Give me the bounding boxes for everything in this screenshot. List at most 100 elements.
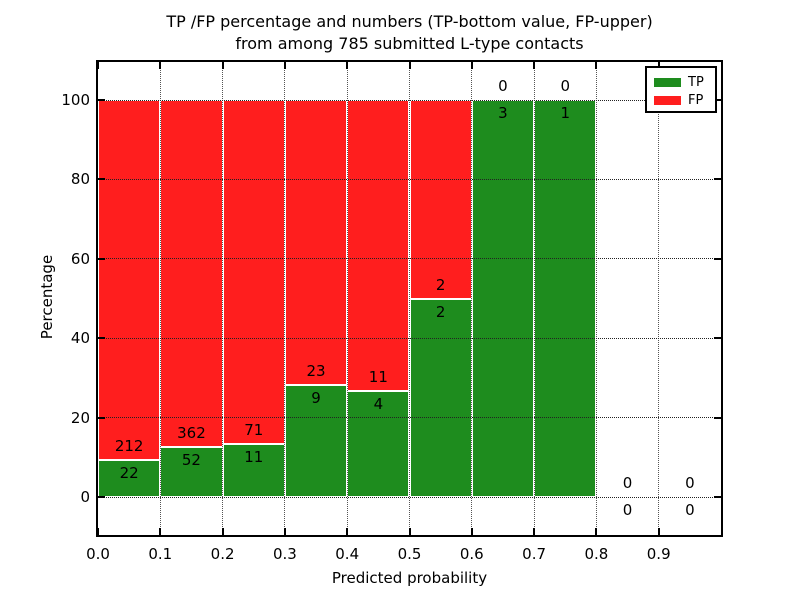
x-tick-bottom [97, 528, 99, 535]
y-tick-left [98, 178, 105, 181]
gridline-horizontal [98, 417, 721, 419]
y-tick-label: 0 [80, 488, 90, 506]
bar-segment-fp [160, 100, 223, 448]
x-tick-label: 0.5 [397, 545, 422, 563]
x-tick-label: 0.7 [522, 545, 547, 563]
gridline-horizontal [98, 258, 721, 260]
tp-count-label: 2 [435, 302, 446, 321]
y-tick-left [98, 99, 105, 101]
x-tick-top [470, 62, 473, 69]
y-tick-right [714, 416, 721, 419]
tp-count-label: 52 [181, 451, 201, 470]
tp-count-label: 3 [498, 104, 508, 122]
x-tick-top [283, 62, 286, 69]
gridline-horizontal [98, 178, 721, 180]
gridline-vertical [222, 62, 224, 535]
y-tick-left [98, 416, 105, 419]
bar-segment-tp [409, 298, 472, 497]
tp-count-label: 4 [373, 395, 384, 414]
bar-segment-fp [98, 100, 161, 460]
x-tick-label: 0.1 [148, 545, 173, 563]
y-tick-left [98, 337, 105, 340]
gridline-vertical [346, 62, 348, 535]
fp-swatch-icon [654, 95, 681, 105]
gridline-vertical [409, 62, 410, 535]
x-tick-label: 0.0 [86, 545, 110, 563]
gridline-vertical [595, 62, 597, 535]
gridline-vertical [284, 62, 286, 535]
gridline-vertical [471, 62, 473, 535]
gridline-horizontal [98, 99, 721, 101]
tp-count-label: 1 [560, 104, 571, 122]
tp-count-label: 9 [311, 389, 321, 408]
chart-title-line1: TP /FP percentage and numbers (TP-bottom… [166, 12, 653, 31]
bar-segment-tp [98, 459, 161, 497]
legend-item-tp: TP [654, 73, 715, 91]
bar-segment-tp [471, 100, 535, 497]
bar-segment-tp [222, 443, 285, 497]
gridline-horizontal [98, 337, 721, 339]
bar-segment-fp [409, 100, 472, 299]
x-tick-label: 0.8 [584, 545, 609, 563]
legend: TP FP [645, 66, 717, 113]
x-tick-bottom [470, 528, 473, 535]
x-tick-bottom [159, 528, 162, 535]
gridline-horizontal [98, 496, 721, 498]
tp-count-label: 11 [244, 447, 264, 466]
y-tick-left [98, 496, 105, 498]
y-tick-label: 80 [70, 170, 90, 189]
y-tick-label: 60 [70, 249, 90, 268]
x-tick-top [159, 62, 162, 69]
x-tick-bottom [408, 528, 411, 535]
x-tick-bottom [657, 528, 660, 535]
y-tick-right [714, 496, 721, 498]
x-tick-top [221, 62, 224, 69]
x-tick-bottom [595, 528, 598, 535]
x-tick-bottom [533, 528, 536, 535]
fp-count-label: 0 [685, 474, 695, 492]
x-tick-label: 0.2 [210, 545, 235, 563]
chart-title-line2: from among 785 submitted L-type contacts [235, 34, 584, 53]
x-tick-top [346, 62, 349, 69]
bar-segment-fp [347, 100, 410, 392]
x-tick-label: 0.9 [646, 545, 671, 563]
fp-count-label: 0 [560, 77, 571, 95]
bar-segment-tp [160, 447, 223, 497]
y-tick-right [714, 257, 721, 260]
tp-count-label: 22 [119, 463, 139, 482]
plot-area: 212 22 362 52 71 11 23 9 11 4 2 2 0 3 0 1 0 0 0 0 [96, 60, 723, 537]
x-tick-bottom [346, 528, 349, 535]
x-tick-top [533, 62, 536, 69]
plot-inner: 212 22 362 52 71 11 23 9 11 4 2 2 0 3 0 1 0 0 0 0 [97, 62, 721, 535]
x-tick-top [408, 62, 411, 69]
fp-count-label: 11 [368, 368, 388, 387]
x-tick-top [595, 62, 598, 69]
legend-label-tp: TP [688, 74, 704, 90]
legend-item-fp: FP [654, 91, 715, 109]
tp-count-label: 0 [685, 501, 695, 519]
gridline-vertical [533, 62, 535, 535]
x-tick-label: 0.3 [272, 545, 297, 563]
fp-count-label: 212 [114, 436, 144, 455]
fp-count-label: 0 [622, 474, 633, 492]
y-tick-right [714, 337, 721, 340]
y-tick-label: 100 [61, 91, 90, 109]
bar-segment-fp [222, 100, 285, 444]
x-axis-label: Predicted probability [331, 569, 488, 587]
fp-count-label: 362 [177, 424, 206, 443]
tp-swatch-icon [654, 77, 681, 87]
gridline-vertical [658, 62, 660, 535]
chart-title: TP /FP percentage and numbers (TP-bottom… [96, 11, 723, 55]
x-tick-label: 0.6 [459, 545, 484, 563]
x-tick-top [657, 62, 660, 69]
x-tick-bottom [283, 528, 286, 535]
fp-count-label: 23 [306, 362, 326, 381]
y-tick-left [98, 257, 105, 260]
x-tick-top [97, 62, 99, 69]
y-tick-label: 20 [70, 408, 90, 427]
y-tick-right [714, 178, 721, 181]
legend-label-fp: FP [688, 92, 704, 108]
x-tick-label: 0.4 [335, 545, 360, 563]
y-tick-label: 40 [70, 329, 90, 348]
fp-count-label: 71 [244, 420, 264, 439]
